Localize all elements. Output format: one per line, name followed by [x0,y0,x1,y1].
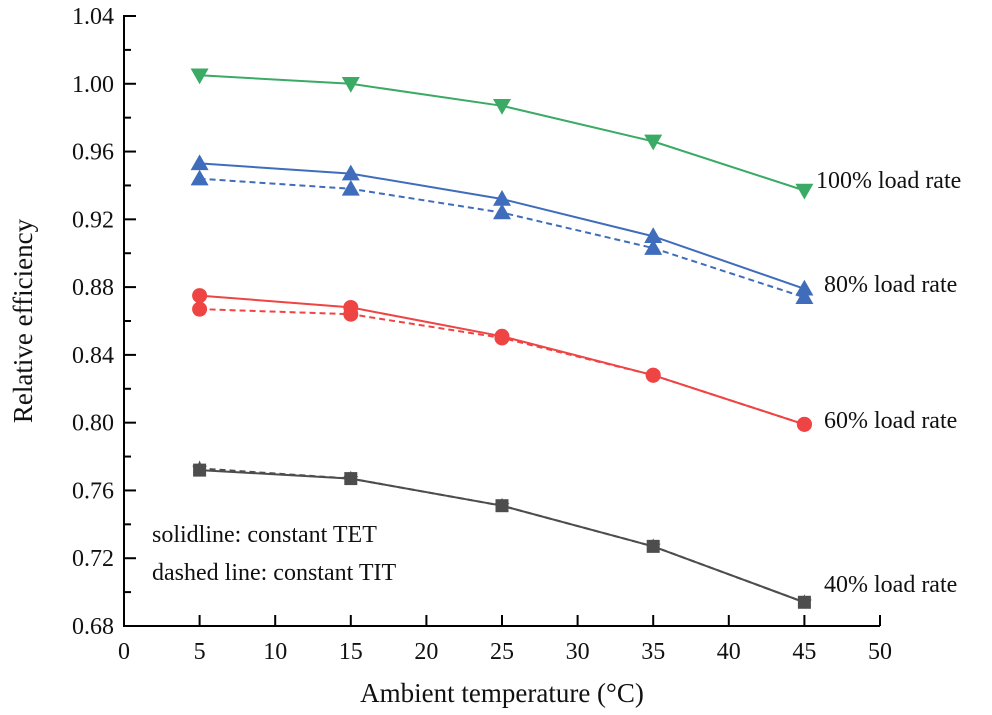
series-line [199,294,805,426]
series-solid-3 [192,288,812,432]
x-tick-label: 50 [868,639,892,665]
x-tick-label: 35 [641,639,665,665]
x-tick-label: 30 [566,639,590,665]
data-point-triangle-up [190,154,209,171]
data-point-triangle-down [190,68,209,85]
data-point-square [495,499,509,513]
data-point-triangle-up [644,239,663,255]
data-point-circle [192,301,208,317]
series-line [199,74,805,192]
axes: 0.68 0.72 0.76 0.80 0.84 0.88 0.92 0.96 1.00 1.04… [72,4,892,665]
data-point-circle [343,299,359,315]
series-solid-0 [190,68,814,200]
label-80-load-rate: 80% load rate [824,272,957,298]
x-tick-label: 5 [194,639,206,665]
y-tick-label: 1.04 [72,4,114,30]
x-axis-title: Ambient temperature (°C) [360,678,644,708]
note-dashed-line: dashed line: constant TIT [152,560,397,586]
series-solid-1 [190,154,814,296]
y-tick-label: 0.72 [72,546,114,572]
data-point-triangle-down [644,134,663,151]
data-point-circle [796,416,812,432]
data-point-triangle-up [795,288,814,305]
data-point-square [193,463,207,477]
x-tick-label: 15 [339,639,363,665]
data-point-triangle-up [795,279,814,296]
series-line [199,308,805,426]
y-tick-label: 1.00 [72,72,114,98]
note-solid-line: solidline: constant TET [152,522,377,548]
data-point-triangle-up [190,169,209,186]
series-dashed-4 [192,301,812,432]
data-point-circle [192,288,208,304]
y-tick-label: 0.76 [72,478,114,504]
y-tick-label: 0.88 [72,275,114,301]
x-tick-label: 10 [263,639,287,665]
y-tick-label: 0.96 [72,140,114,166]
data-point-triangle-up [493,203,511,220]
series-line [199,162,805,290]
label-100-load-rate: 100% load rate [816,168,961,194]
data-point-triangle-down [341,77,360,93]
y-tick-label: 0.92 [72,207,114,233]
y-tick-label: 0.68 [72,614,114,640]
data-point-triangle-up [341,179,360,196]
x-tick-label: 25 [490,639,514,665]
data-point-triangle-up [341,164,360,181]
data-point-square [797,595,811,609]
data-point-circle [494,328,510,344]
y-tick-label: 0.84 [72,343,114,369]
x-tick-label: 45 [792,639,816,665]
y-tick-label: 0.80 [72,411,114,437]
x-tick-label: 0 [118,639,130,665]
label-60-load-rate: 60% load rate [824,408,957,434]
data-point-circle [645,367,661,383]
series-layer [190,68,814,609]
x-tick-label: 20 [414,639,438,665]
y-axis-title: Relative efficiency [8,218,38,423]
series-solid-5 [193,463,811,609]
series-dashed-2 [190,169,814,305]
data-point-square [646,539,660,553]
label-40-load-rate: 40% load rate [824,572,957,598]
x-tick-label: 40 [717,639,741,665]
data-point-square [344,472,358,486]
data-point-triangle-up [644,227,663,244]
data-point-triangle-down [795,183,814,200]
data-point-triangle-up [493,190,511,206]
data-point-triangle-down [493,99,511,115]
